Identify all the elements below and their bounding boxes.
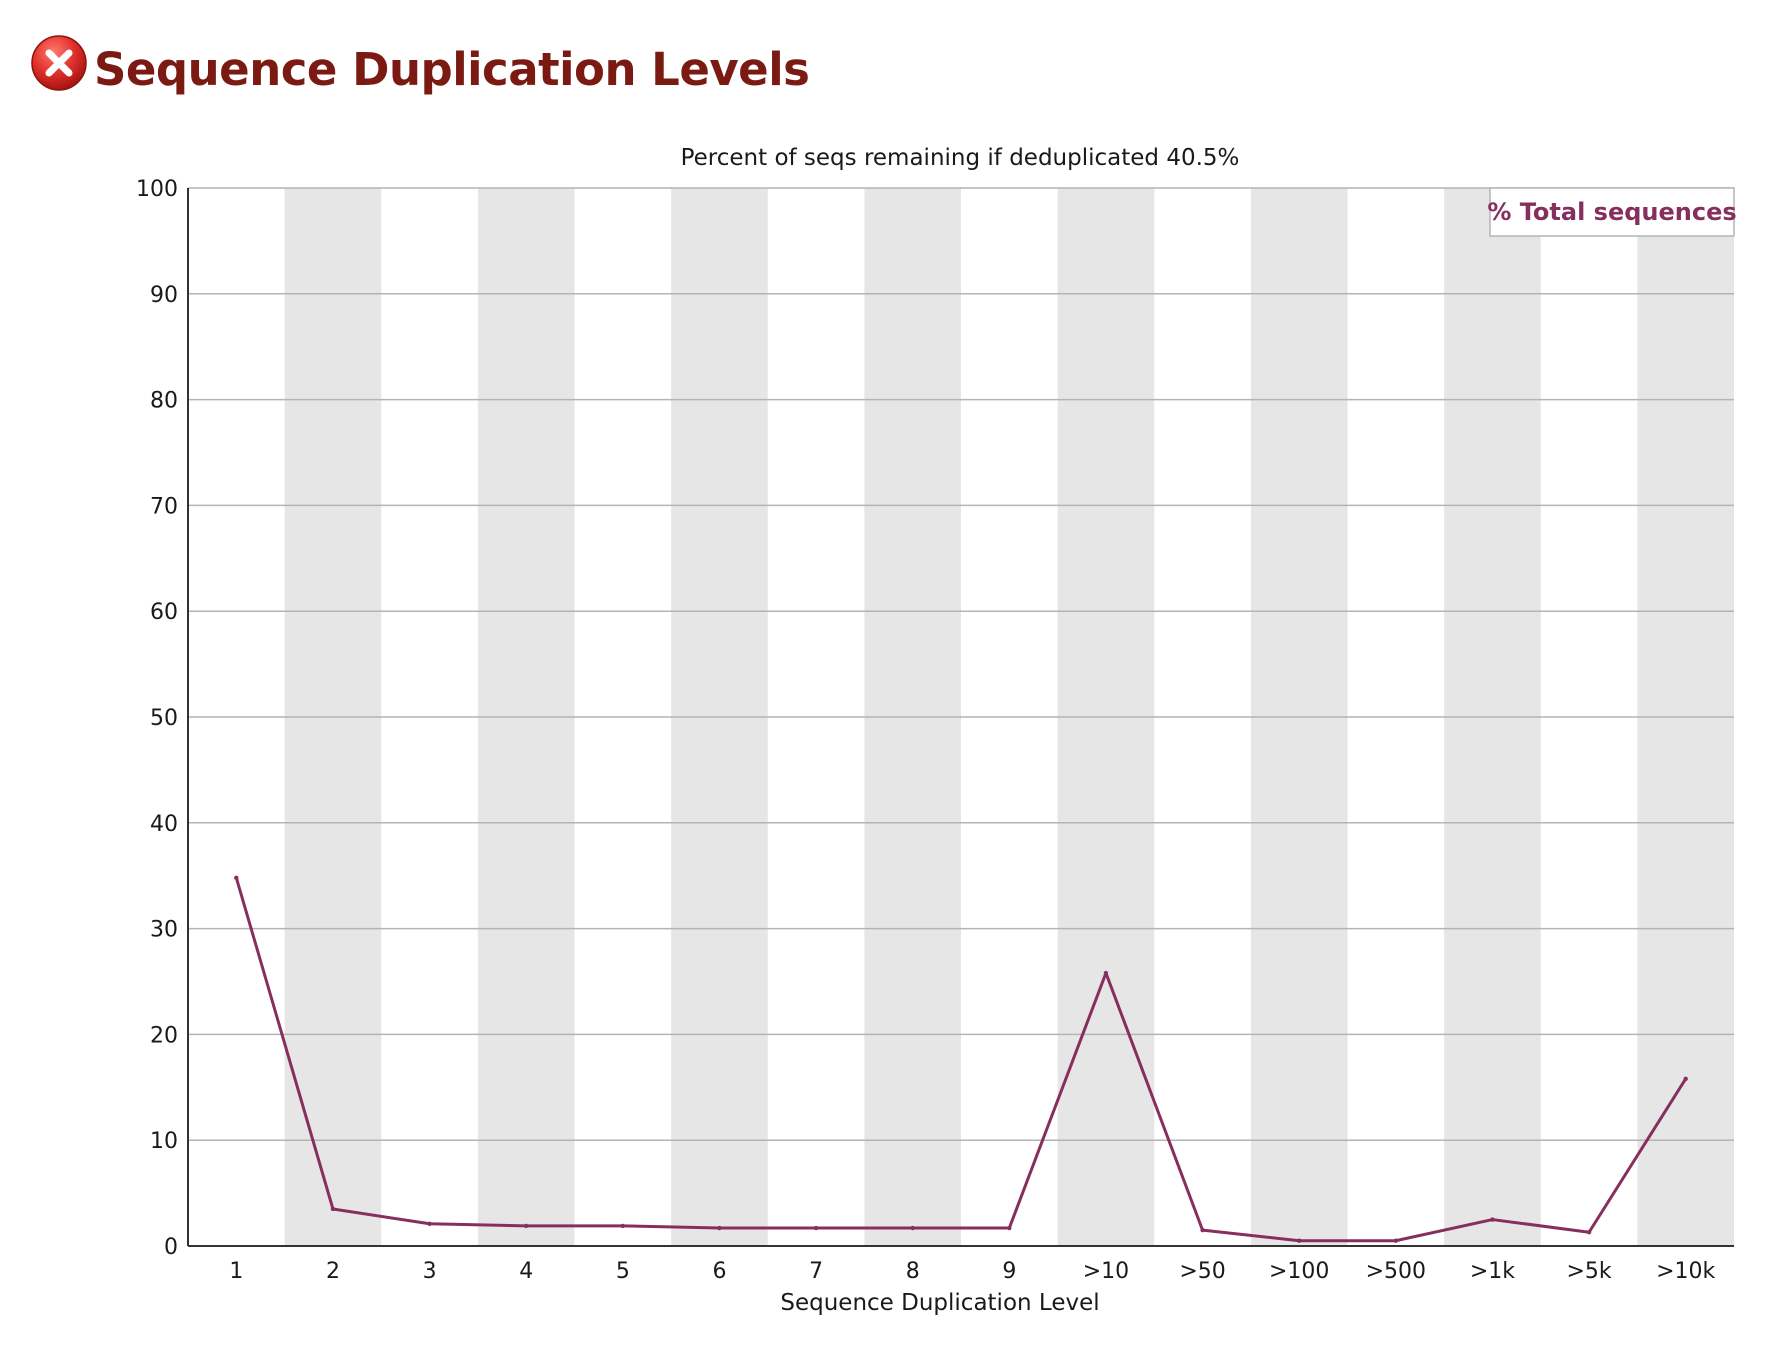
data-point xyxy=(234,875,239,881)
series-line xyxy=(234,877,1687,1243)
x-tick-label: >100 xyxy=(1269,1259,1329,1284)
data-point xyxy=(1393,1238,1399,1243)
x-tick-label: 7 xyxy=(809,1259,823,1284)
x-tick-label: 8 xyxy=(906,1259,920,1284)
data-point xyxy=(1490,1217,1495,1222)
x-tick-label: 2 xyxy=(326,1259,340,1284)
data-point xyxy=(620,1223,626,1229)
y-tick-label: 90 xyxy=(150,283,178,308)
legend: % Total sequences xyxy=(1487,187,1737,237)
series-lines xyxy=(234,875,1688,1243)
x-tick-labels: 1 2 3 4 5 6 7 8 9 >10 >50 >100 >500 >1k >5k >10k xyxy=(229,1259,1715,1284)
y-tick-label: 50 xyxy=(150,706,178,731)
x-tick-label: 4 xyxy=(519,1259,533,1284)
x-tick-label: >500 xyxy=(1366,1259,1426,1284)
data-point xyxy=(1200,1227,1205,1233)
data-point xyxy=(427,1221,432,1226)
x-tick-label: 3 xyxy=(423,1259,437,1284)
y-tick-label: 80 xyxy=(150,389,178,414)
data-point xyxy=(717,1225,722,1231)
data-point xyxy=(1683,1076,1688,1082)
data-point xyxy=(523,1223,529,1229)
x-tick-label: 1 xyxy=(229,1259,243,1284)
page-title: Sequence Duplication Levels xyxy=(94,42,810,96)
x-tick-label: 5 xyxy=(616,1259,630,1284)
x-tick-label: >5k xyxy=(1566,1259,1611,1284)
legend-label: % Total sequences xyxy=(1487,198,1736,226)
y-tick-label: 10 xyxy=(150,1129,178,1154)
x-tick-label: >50 xyxy=(1179,1259,1225,1284)
y-tick-label: 70 xyxy=(150,494,178,519)
data-point xyxy=(1296,1238,1302,1243)
x-tick-label: 9 xyxy=(1002,1259,1016,1284)
y-tick-label: 100 xyxy=(136,177,178,202)
gridlines xyxy=(188,187,1734,1141)
y-tick-labels: 0 10 20 30 40 50 60 70 80 90 100 xyxy=(136,177,178,1260)
data-point xyxy=(910,1225,915,1231)
data-point xyxy=(1007,1225,1012,1231)
y-tick-label: 40 xyxy=(150,812,178,837)
legend-box xyxy=(1489,187,1735,237)
x-tick-label: >1k xyxy=(1470,1259,1515,1284)
y-tick-label: 30 xyxy=(150,918,178,943)
x-tick-label: 6 xyxy=(712,1259,726,1284)
data-point xyxy=(813,1225,819,1231)
data-point xyxy=(1586,1230,1592,1235)
x-axis-label: Sequence Duplication Level xyxy=(780,1290,1099,1316)
data-point xyxy=(1103,970,1109,976)
page-header: Sequence Duplication Levels xyxy=(30,28,810,98)
y-tick-label: 0 xyxy=(164,1235,178,1260)
chart-title: Percent of seqs remaining if deduplicate… xyxy=(681,145,1240,171)
x-tick-label: >10 xyxy=(1083,1259,1129,1284)
data-point xyxy=(330,1206,336,1212)
y-tick-label: 60 xyxy=(150,600,178,625)
y-tick-label: 20 xyxy=(150,1023,178,1048)
error-x-icon xyxy=(31,35,87,91)
axes xyxy=(187,188,1734,1247)
x-tick-label: >10k xyxy=(1656,1259,1715,1284)
